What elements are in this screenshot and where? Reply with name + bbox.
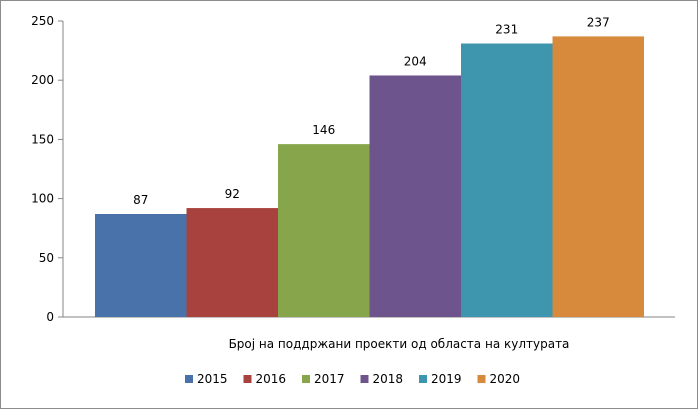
bar-2017 (278, 144, 370, 317)
legend-swatch-2017 (302, 375, 310, 383)
y-tick-label: 250 (31, 14, 54, 28)
legend-swatch-2019 (419, 375, 427, 383)
legend: 2015 2016 2017 2018 2019 2020 (185, 372, 520, 386)
y-axis-ticks: 0 50 100 150 200 250 (31, 14, 63, 324)
data-labels: 87 92 146 204 231 237 (133, 15, 610, 207)
legend-swatch-2018 (360, 375, 369, 383)
data-label-2017: 146 (312, 123, 335, 137)
data-label-2016: 92 (225, 187, 240, 201)
bar-2016 (186, 208, 278, 317)
data-label-2019: 231 (495, 22, 518, 36)
legend-swatch-2015 (185, 375, 193, 383)
bar-2019 (461, 43, 553, 317)
bar-2018 (369, 75, 461, 318)
bar-2020 (552, 36, 644, 317)
bars (95, 36, 644, 318)
legend-label-2019: 2019 (431, 372, 462, 386)
y-tick-label: 0 (46, 310, 54, 324)
y-tick-label: 50 (39, 251, 54, 265)
data-label-2020: 237 (587, 15, 610, 29)
legend-swatch-2020 (477, 375, 486, 383)
legend-swatch-2016 (243, 375, 252, 383)
x-axis-label: Број на поддржани проекти од областа на … (229, 337, 570, 351)
legend-label-2020: 2020 (490, 372, 521, 386)
legend-label-2016: 2016 (256, 372, 287, 386)
y-tick-label: 150 (31, 132, 54, 146)
bar-2015 (95, 213, 187, 317)
y-tick-label: 200 (31, 73, 54, 87)
legend-label-2017: 2017 (314, 372, 345, 386)
legend-label-2015: 2015 (197, 372, 228, 386)
data-label-2015: 87 (133, 193, 148, 207)
y-tick-label: 100 (31, 192, 54, 206)
legend-label-2018: 2018 (373, 372, 404, 386)
data-label-2018: 204 (404, 54, 427, 68)
